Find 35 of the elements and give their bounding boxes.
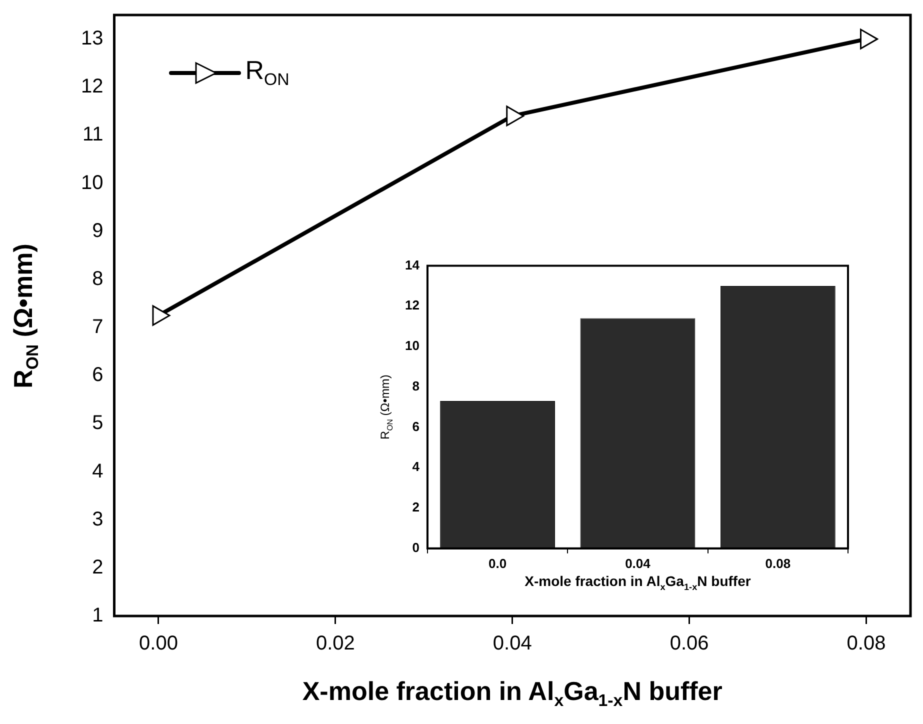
point — [506, 106, 524, 126]
y-tick-label: 6 — [412, 418, 420, 434]
y-tick-label: 11 — [82, 124, 104, 146]
y-tick-label: 8 — [412, 378, 420, 394]
y-tick-label: 12 — [80, 76, 104, 98]
y-tick-label: 0 — [412, 540, 420, 555]
x-axis-title: X-mole fraction in Al$_{x}$Ga$_{1-x}$N buffer — [524, 573, 751, 592]
point — [860, 28, 878, 50]
y-tick-label: 13 — [80, 28, 104, 50]
y-tick-label: 8 — [92, 268, 104, 290]
x-tick-label: 0.08 — [765, 556, 791, 571]
y-tick-label: 2 — [92, 556, 104, 578]
y-tick-label: 6 — [92, 364, 104, 386]
y-tick-label: 14 — [404, 257, 420, 272]
y-tick-label: 4 — [92, 460, 104, 482]
x-tick-label: 0.00 — [139, 632, 178, 655]
y-tick-label: 10 — [404, 338, 420, 354]
y-tick-label: 10 — [80, 172, 104, 194]
x-tick-label: 0.0 — [488, 556, 507, 571]
y-tick-label: 5 — [92, 412, 104, 434]
x-axis-title: X-mole fraction in Al$_{x}$Ga$_{1-x}$N buffer — [302, 676, 722, 712]
y-tick-label: 1 — [92, 604, 104, 627]
x-tick-label: 0.08 — [846, 632, 886, 655]
x-tick-label: 0.02 — [316, 632, 355, 655]
legend-label: R$_{ON}$ — [245, 55, 290, 90]
y-tick-label: 9 — [92, 220, 104, 242]
y-tick-label: 3 — [92, 508, 104, 530]
y-tick-label: 2 — [412, 500, 420, 515]
point — [152, 305, 170, 326]
x-tick-label: 0.04 — [625, 556, 652, 571]
y-tick-label: 7 — [92, 316, 104, 338]
x-tick-label: 0.04 — [492, 632, 532, 655]
y-tick-label: 4 — [412, 459, 420, 474]
x-tick-label: 0.06 — [670, 632, 709, 655]
y-tick-label: 12 — [404, 298, 420, 313]
